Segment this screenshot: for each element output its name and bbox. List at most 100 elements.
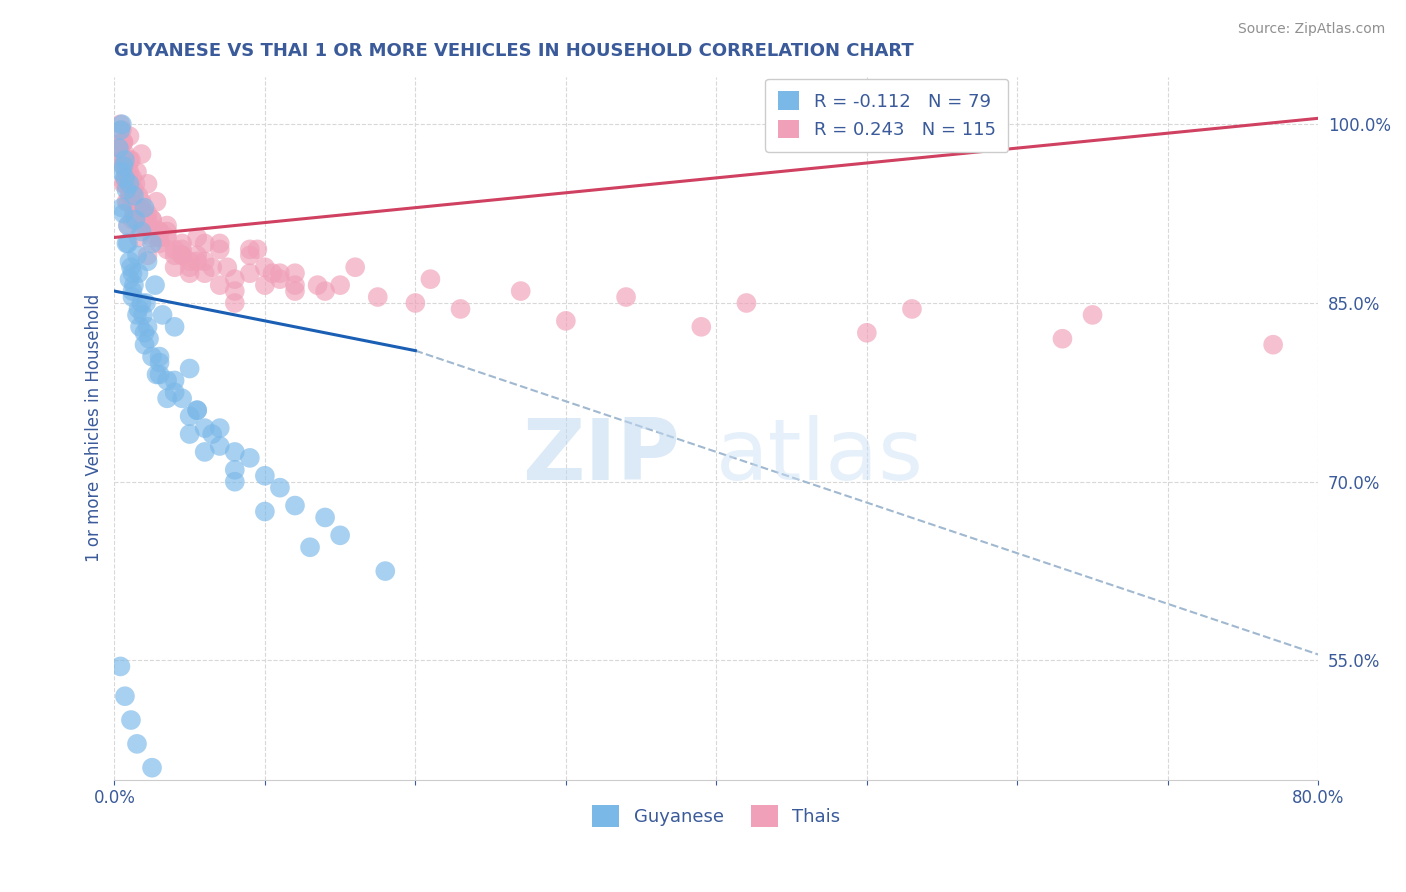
Point (179, 260, 201, 275)
Point (156, 230, 179, 244)
Point (246, 243, 269, 257)
Point (329, 278, 352, 293)
Point (108, 147, 131, 161)
Point (110, 117, 132, 131)
Point (194, 421, 217, 435)
Point (114, 170, 136, 185)
Point (284, 278, 307, 293)
Point (129, 201, 152, 215)
Point (118, 254, 141, 268)
Point (554, 314, 576, 328)
Point (120, 183, 142, 197)
Point (284, 499, 307, 513)
Point (156, 374, 179, 388)
Point (131, 194, 153, 209)
Point (374, 564, 396, 578)
Legend: Guyanese, Thais: Guyanese, Thais (585, 797, 848, 834)
Point (112, 135, 135, 149)
Point (224, 284, 246, 298)
Point (344, 260, 367, 275)
Point (132, 308, 155, 322)
Point (194, 254, 217, 268)
Point (115, 194, 138, 209)
Point (224, 475, 246, 489)
Point (118, 153, 141, 167)
Point (131, 147, 153, 161)
Point (114, 170, 136, 185)
Point (117, 219, 139, 233)
Point (224, 463, 246, 477)
Point (224, 272, 246, 286)
Point (134, 219, 156, 233)
Point (299, 541, 322, 555)
Point (186, 403, 208, 417)
Point (134, 326, 156, 340)
Point (141, 230, 163, 244)
Point (138, 332, 160, 346)
Point (125, 201, 148, 215)
Point (125, 308, 148, 322)
Point (141, 212, 163, 227)
Point (117, 165, 139, 179)
Point (141, 350, 163, 364)
Point (134, 201, 156, 215)
Point (136, 206, 159, 220)
Point (156, 392, 179, 406)
Point (208, 243, 231, 257)
Point (114, 147, 136, 161)
Point (172, 243, 194, 257)
Point (125, 201, 148, 215)
Point (111, 117, 134, 131)
Point (112, 159, 135, 173)
Y-axis label: 1 or more Vehicles in Household: 1 or more Vehicles in Household (86, 294, 103, 562)
Point (136, 212, 159, 227)
Point (114, 159, 136, 173)
Point (121, 284, 143, 298)
Point (269, 272, 291, 286)
Point (201, 427, 224, 442)
Point (253, 278, 276, 293)
Point (118, 177, 141, 191)
Point (112, 177, 135, 191)
Point (115, 177, 138, 191)
Point (111, 153, 134, 167)
Point (148, 230, 170, 244)
Point (112, 135, 135, 149)
Point (284, 266, 307, 280)
Point (404, 296, 426, 310)
Point (1261, 337, 1284, 351)
Point (208, 421, 231, 435)
Point (125, 248, 148, 262)
Point (131, 225, 153, 239)
Point (112, 206, 135, 220)
Point (143, 278, 166, 293)
Point (148, 355, 170, 369)
Point (156, 219, 179, 233)
Point (118, 165, 141, 179)
Point (262, 266, 284, 280)
Point (194, 266, 217, 280)
Point (314, 284, 336, 298)
Point (127, 301, 149, 316)
Point (118, 188, 141, 202)
Point (148, 368, 170, 382)
Point (121, 170, 143, 185)
Point (124, 177, 146, 191)
Point (284, 284, 307, 298)
Point (186, 248, 208, 262)
Point (156, 243, 179, 257)
Point (120, 153, 142, 167)
Point (163, 374, 186, 388)
Point (122, 206, 145, 220)
Point (509, 284, 531, 298)
Point (121, 266, 143, 280)
Point (120, 260, 142, 275)
Point (208, 439, 231, 453)
Text: GUYANESE VS THAI 1 OR MORE VEHICLES IN HOUSEHOLD CORRELATION CHART: GUYANESE VS THAI 1 OR MORE VEHICLES IN H… (114, 42, 914, 60)
Point (111, 201, 134, 215)
Point (131, 296, 153, 310)
Point (163, 319, 186, 334)
Point (122, 201, 145, 215)
Point (115, 165, 138, 179)
Point (367, 290, 389, 304)
